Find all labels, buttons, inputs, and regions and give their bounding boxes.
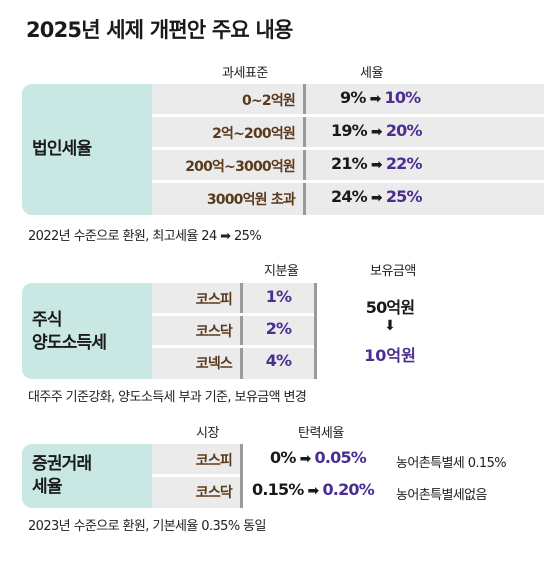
securities-tax-label-line1: 증권거래 [32, 454, 92, 474]
capital-gains-label-line1: 주식 [32, 310, 62, 330]
arrow-right-icon: ➡ [299, 451, 312, 467]
header-tax-base: 과세표준 [222, 66, 268, 81]
new-rate: 0.05% [314, 448, 367, 467]
column-divider [240, 444, 243, 508]
old-rate: 0.15% [252, 480, 304, 499]
bracket-cell: 2억~200억원 [212, 126, 296, 142]
new-rate: 25% [385, 187, 423, 206]
row-separator [152, 147, 544, 150]
page-title: 2025년 세제 개편안 주요 내용 [26, 18, 293, 42]
bracket-cell: 0~2억원 [242, 93, 296, 109]
capital-gains-label-line2: 양도소득세 [32, 333, 107, 353]
column-divider [314, 283, 317, 379]
corporate-tax-label-box: 법인세율 [22, 84, 152, 215]
share-ratio-cell: 1% [265, 287, 292, 306]
arrow-right-icon: ➡ [370, 157, 383, 173]
holding-amount-new: 10억원 [364, 346, 416, 365]
row-separator [152, 180, 544, 183]
header-holding-amount: 보유금액 [370, 264, 416, 279]
new-rate: 0.20% [322, 480, 374, 499]
new-rate: 22% [385, 154, 423, 173]
securities-tax-label-box: 증권거래 세율 [22, 444, 152, 508]
rate-change-row: 24% ➡ 25% [331, 187, 481, 206]
row-separator [152, 345, 314, 348]
arrow-right-icon: ➡ [307, 483, 320, 499]
bracket-cell: 3000억원 초과 [206, 192, 296, 208]
rate-change-row: 21% ➡ 22% [331, 154, 481, 173]
rate-change-row: 0.15% ➡ 0.20% [252, 480, 392, 499]
capital-gains-note: 대주주 기준강화, 양도소득세 부과 기준, 보유금액 변경 [28, 390, 307, 405]
row-separator [152, 313, 314, 316]
header-tax-rate: 세율 [360, 66, 383, 81]
arrow-right-icon: ➡ [369, 91, 382, 107]
old-rate: 19% [331, 121, 368, 140]
share-ratio-cell: 2% [265, 319, 292, 338]
row-separator [152, 114, 544, 117]
arrow-right-icon: ➡ [370, 190, 383, 206]
arrow-down-icon: ⬇ [384, 318, 396, 334]
corporate-tax-label: 법인세율 [32, 139, 92, 159]
share-ratio-cell: 4% [265, 351, 292, 370]
capital-gains-label-box: 주식 양도소득세 [22, 283, 152, 379]
arrow-right-icon: ➡ [370, 124, 383, 140]
header-flexible-rate: 탄력세율 [298, 426, 344, 441]
holding-amount-old: 50억원 [365, 298, 415, 317]
old-rate: 24% [331, 187, 368, 206]
securities-tax-label-line2: 세율 [32, 477, 62, 497]
market-cell: 코스피 [195, 292, 233, 308]
old-rate: 9% [340, 88, 366, 107]
securities-tax-note: 2023년 수준으로 환원, 기본세율 0.35% 동일 [28, 519, 266, 534]
rate-change-row: 19% ➡ 20% [331, 121, 481, 140]
new-rate: 20% [385, 121, 423, 140]
capital-gains-band [152, 283, 314, 379]
rate-change-row: 9% ➡ 10% [340, 88, 480, 107]
header-share-ratio: 지분율 [264, 264, 299, 279]
column-divider [240, 283, 243, 379]
old-rate: 21% [331, 154, 368, 173]
market-cell: 코스닥 [195, 485, 233, 501]
market-cell: 코스피 [195, 453, 233, 469]
header-market: 시장 [196, 426, 219, 441]
bracket-cell: 200억~3000억원 [185, 159, 296, 175]
rural-tax-note: 농어촌특별세 0.15% [396, 456, 507, 471]
old-rate: 0% [270, 448, 296, 467]
market-cell: 코넥스 [195, 356, 233, 372]
corporate-tax-note: 2022년 수준으로 환원, 최고세율 24 ➡ 25% [28, 229, 262, 244]
row-separator [152, 474, 240, 477]
market-cell: 코스닥 [195, 324, 233, 340]
rate-change-row: 0% ➡ 0.05% [270, 448, 400, 467]
rural-tax-note: 농어촌특별세없음 [396, 488, 487, 503]
new-rate: 10% [384, 88, 422, 107]
